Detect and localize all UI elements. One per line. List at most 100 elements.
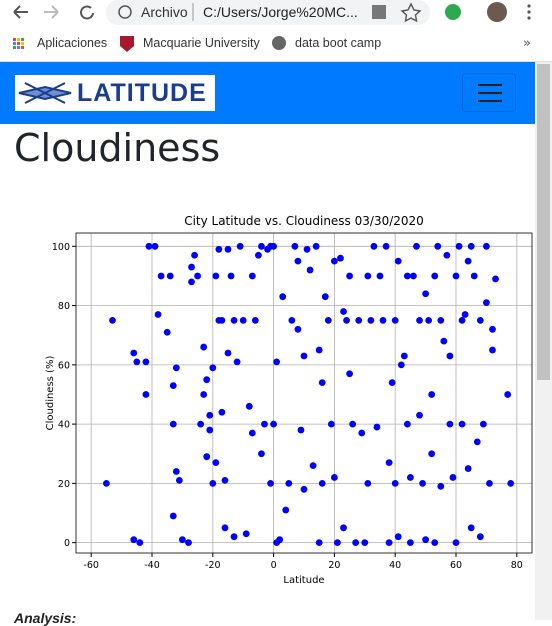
- bookmark-icons: »: [13, 36, 531, 52]
- point: [130, 536, 138, 544]
- menu-dot[interactable]: [527, 10, 531, 14]
- point: [163, 328, 171, 336]
- point: [194, 272, 202, 280]
- reload-icon[interactable]: [80, 5, 94, 20]
- x-tick-label: 40: [389, 560, 401, 571]
- point: [440, 337, 448, 345]
- point: [191, 251, 198, 259]
- point: [367, 317, 375, 324]
- point: [145, 242, 153, 250]
- point: [200, 343, 208, 351]
- point: [483, 242, 490, 250]
- x-tick-label: -20: [205, 560, 221, 571]
- point: [197, 420, 205, 428]
- point: [391, 479, 399, 487]
- point: [203, 453, 211, 461]
- point: [340, 308, 347, 315]
- apps-icon: [13, 38, 24, 49]
- chart: City Latitude vs. Cloudiness 03/30/2020 -…: [45, 214, 533, 586]
- info-icon: [118, 5, 132, 19]
- menu-dot[interactable]: [527, 16, 531, 20]
- point: [291, 242, 299, 250]
- globe-icon: [272, 36, 286, 50]
- bookmarks-bar: » Aplicaciones Macquarie University data…: [0, 30, 552, 62]
- scroll-thumb[interactable]: [537, 64, 550, 380]
- point: [394, 257, 402, 265]
- point: [245, 402, 253, 410]
- point: [315, 539, 323, 547]
- point: [303, 245, 311, 253]
- logo[interactable]: LATITUDE: [15, 75, 215, 111]
- avatar[interactable]: [487, 2, 507, 22]
- point: [258, 242, 265, 250]
- point: [358, 429, 366, 437]
- x-tick-label: -60: [83, 560, 99, 571]
- point: [224, 349, 232, 357]
- menu-toggle[interactable]: [462, 73, 516, 112]
- point: [410, 272, 417, 280]
- point: [343, 317, 350, 324]
- point: [337, 254, 344, 262]
- bookmark[interactable]: Macquarie University: [143, 36, 260, 50]
- star-icon[interactable]: [400, 2, 422, 23]
- point: [467, 524, 475, 532]
- point: [297, 426, 305, 434]
- point: [306, 266, 314, 274]
- point: [425, 317, 433, 324]
- point: [352, 539, 360, 547]
- extension-icon[interactable]: [445, 4, 461, 20]
- point: [464, 465, 472, 472]
- point: [458, 420, 466, 428]
- point: [251, 317, 259, 324]
- point: [394, 533, 402, 541]
- point: [288, 317, 296, 324]
- point: [431, 272, 439, 280]
- omnibox[interactable]: [106, 0, 430, 25]
- back-icon[interactable]: [13, 5, 28, 19]
- bookmark[interactable]: Aplicaciones: [37, 36, 108, 50]
- point: [419, 479, 426, 487]
- point: [431, 539, 439, 547]
- point: [172, 468, 180, 475]
- plot-frame: [75, 232, 533, 554]
- point: [239, 317, 247, 324]
- point: [422, 290, 429, 298]
- point: [133, 358, 141, 366]
- point: [361, 539, 369, 547]
- point: [261, 420, 268, 428]
- point: [476, 317, 484, 324]
- point: [294, 257, 302, 265]
- point: [300, 485, 308, 493]
- logo-text: LATITUDE: [77, 79, 207, 107]
- point: [212, 459, 220, 467]
- point: [267, 479, 274, 487]
- point: [437, 482, 445, 490]
- menu-dot[interactable]: [527, 4, 531, 8]
- point: [203, 376, 211, 384]
- point: [218, 408, 226, 416]
- logo-mark: [18, 82, 72, 104]
- heading: Cloudiness: [14, 126, 221, 170]
- point: [230, 533, 238, 541]
- point: [172, 364, 180, 372]
- point: [331, 257, 338, 265]
- address[interactable]: C:/Users/Jorge%20MC...: [203, 4, 358, 20]
- x-tick-label: 60: [450, 560, 462, 571]
- forward-icon[interactable]: [44, 5, 59, 19]
- point: [449, 474, 457, 481]
- point: [142, 391, 150, 398]
- point: [364, 479, 372, 487]
- point: [276, 536, 284, 544]
- point: [331, 474, 338, 481]
- y-axis-label: Cloudiness (%): [45, 356, 56, 431]
- point: [376, 272, 384, 280]
- more-bookmarks[interactable]: »: [523, 36, 531, 51]
- chart-title: City Latitude vs. Cloudiness 03/30/2020: [184, 214, 424, 228]
- bookmark[interactable]: data boot camp: [295, 36, 382, 50]
- point: [385, 459, 393, 467]
- translate-icon[interactable]: [372, 5, 386, 19]
- point: [142, 358, 150, 366]
- toolbar-icons: [13, 0, 531, 25]
- point: [215, 245, 223, 253]
- scrollbar[interactable]: [535, 62, 552, 620]
